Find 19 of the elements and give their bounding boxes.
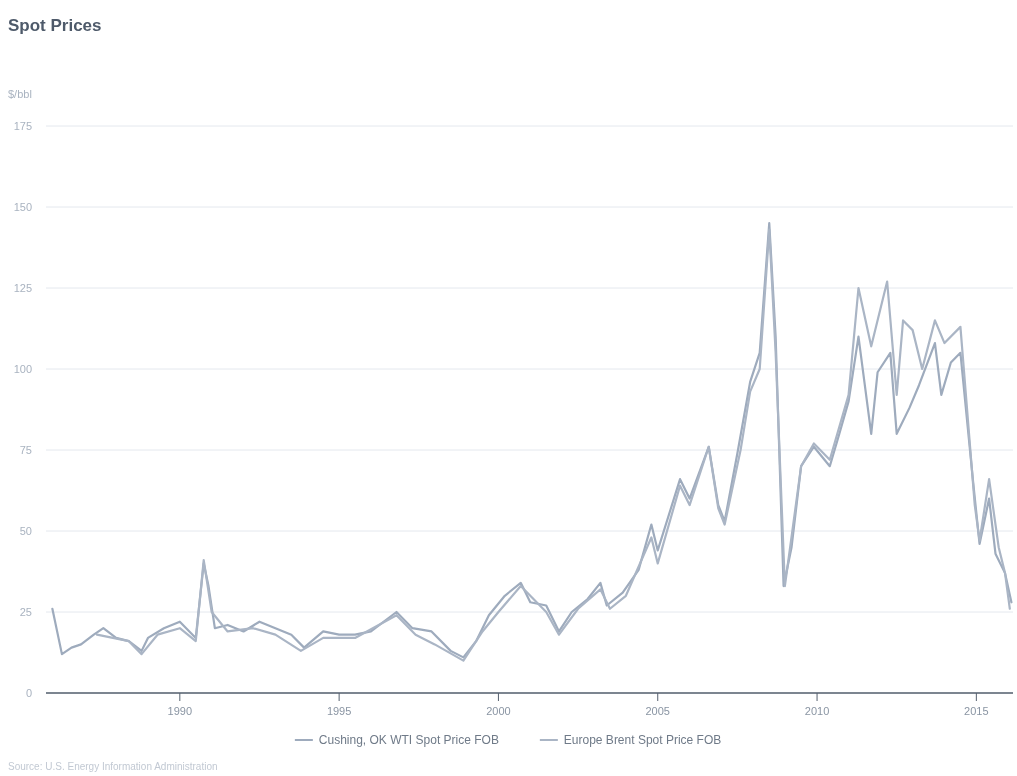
- y-tick-label: 75: [19, 443, 32, 456]
- x-tick-label: 1995: [326, 705, 352, 717]
- y-tick-label: 150: [13, 200, 32, 213]
- x-tick-label: 2015: [964, 705, 989, 717]
- y-axis-title: $/bbl: [8, 88, 32, 100]
- x-tick-label: 2000: [486, 705, 511, 717]
- y-tick-label: 175: [13, 119, 32, 132]
- y-tick-label: 125: [13, 281, 32, 294]
- y-tick-label: 0: [25, 686, 32, 699]
- x-tick-label: 2010: [804, 705, 830, 717]
- source-note: Source: U.S. Energy Information Administration: [8, 761, 218, 772]
- legend-label: Cushing, OK WTI Spot Price FOB: [318, 733, 499, 748]
- y-tick-label: 25: [19, 605, 32, 618]
- y-tick-label: 100: [13, 362, 32, 375]
- x-tick-label: 1990: [167, 705, 193, 717]
- x-tick-label: 2005: [645, 705, 670, 717]
- legend-label: Europe Brent Spot Price FOB: [563, 733, 722, 748]
- chart-title: Spot Prices: [8, 16, 102, 35]
- y-tick-label: 50: [19, 524, 32, 537]
